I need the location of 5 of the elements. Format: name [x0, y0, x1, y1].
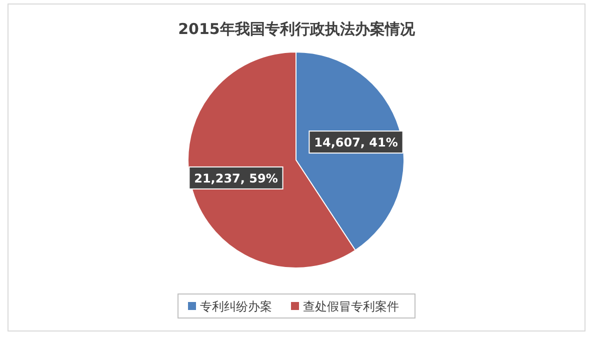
legend-label: 专利纠纷办案: [200, 300, 272, 314]
chart-title: 2015年我国专利行政执法办案情况: [178, 20, 416, 38]
legend-label: 查处假冒专利案件: [303, 300, 399, 314]
data-label: 14,607, 41%: [314, 136, 398, 150]
data-label: 21,237, 59%: [194, 171, 278, 186]
